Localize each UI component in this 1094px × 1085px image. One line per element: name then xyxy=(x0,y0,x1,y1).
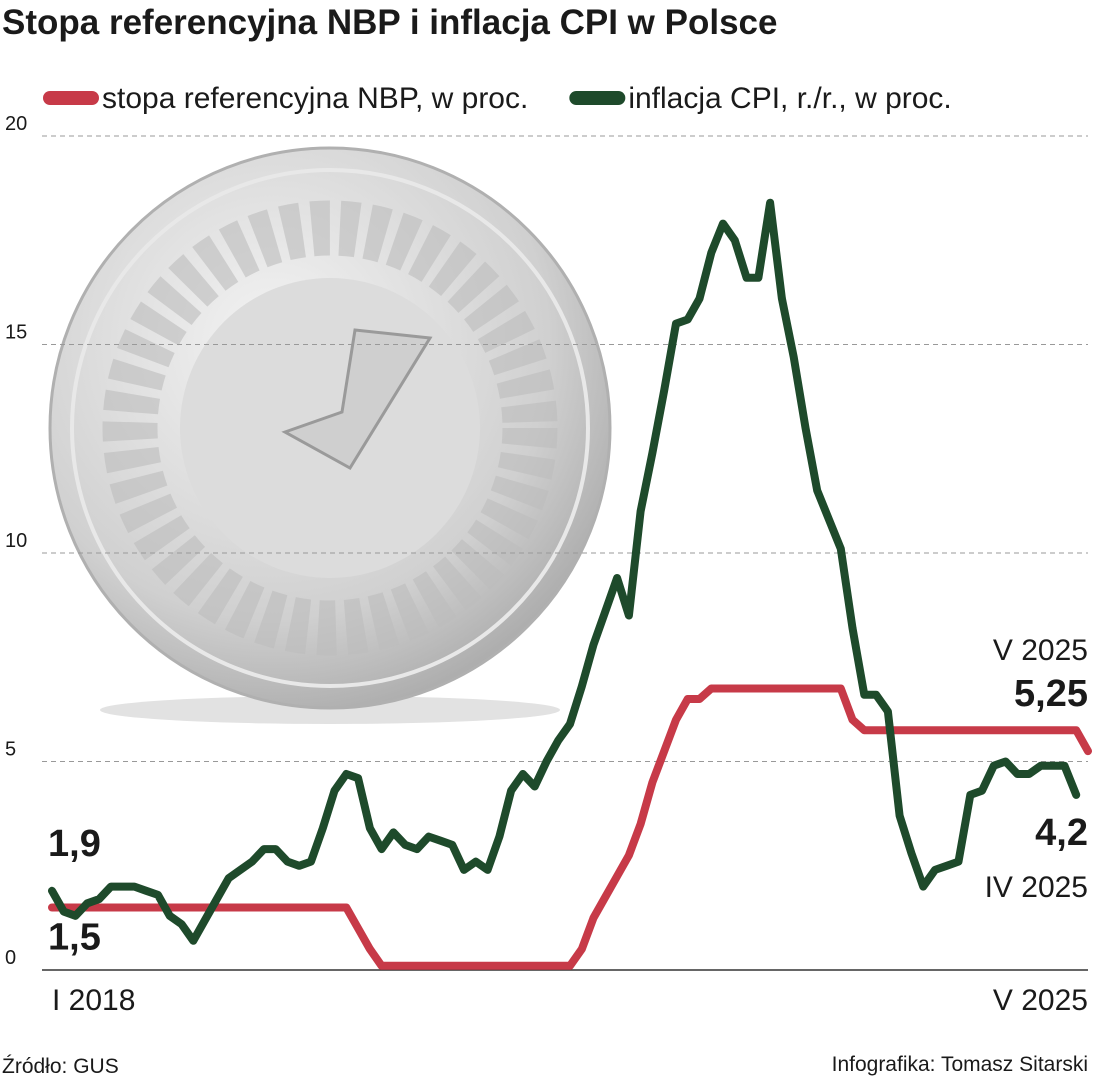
legend-label: stopa referencyjna NBP, w proc. xyxy=(102,82,528,115)
y-tick-label: 0 xyxy=(5,947,16,969)
x-tick-label: I 2018 xyxy=(52,984,135,1017)
y-tick-label: 20 xyxy=(5,113,27,135)
annotation: V 2025 xyxy=(993,634,1088,667)
value-label: 1,9 xyxy=(48,823,101,865)
value-label: 5,25 xyxy=(1014,673,1088,715)
legend-label: inflacja CPI, r./r., w proc. xyxy=(628,82,951,115)
credit: Infografika: Tomasz Sitarski xyxy=(832,1053,1088,1076)
chart-title: Stopa referencyjna NBP i inflacja CPI w … xyxy=(2,3,777,42)
value-label: 4,2 xyxy=(1035,812,1088,854)
y-tick-label: 5 xyxy=(5,739,16,761)
y-tick-label: 10 xyxy=(5,530,27,552)
series-line xyxy=(48,684,1092,970)
source: Źródło: GUS xyxy=(2,1055,119,1078)
value-label: 1,5 xyxy=(48,916,101,958)
coin-illustration xyxy=(48,146,612,724)
annotation: IV 2025 xyxy=(985,871,1088,904)
series-line xyxy=(48,198,1081,945)
y-tick-label: 15 xyxy=(5,322,27,344)
x-tick-label: V 2025 xyxy=(993,984,1088,1017)
